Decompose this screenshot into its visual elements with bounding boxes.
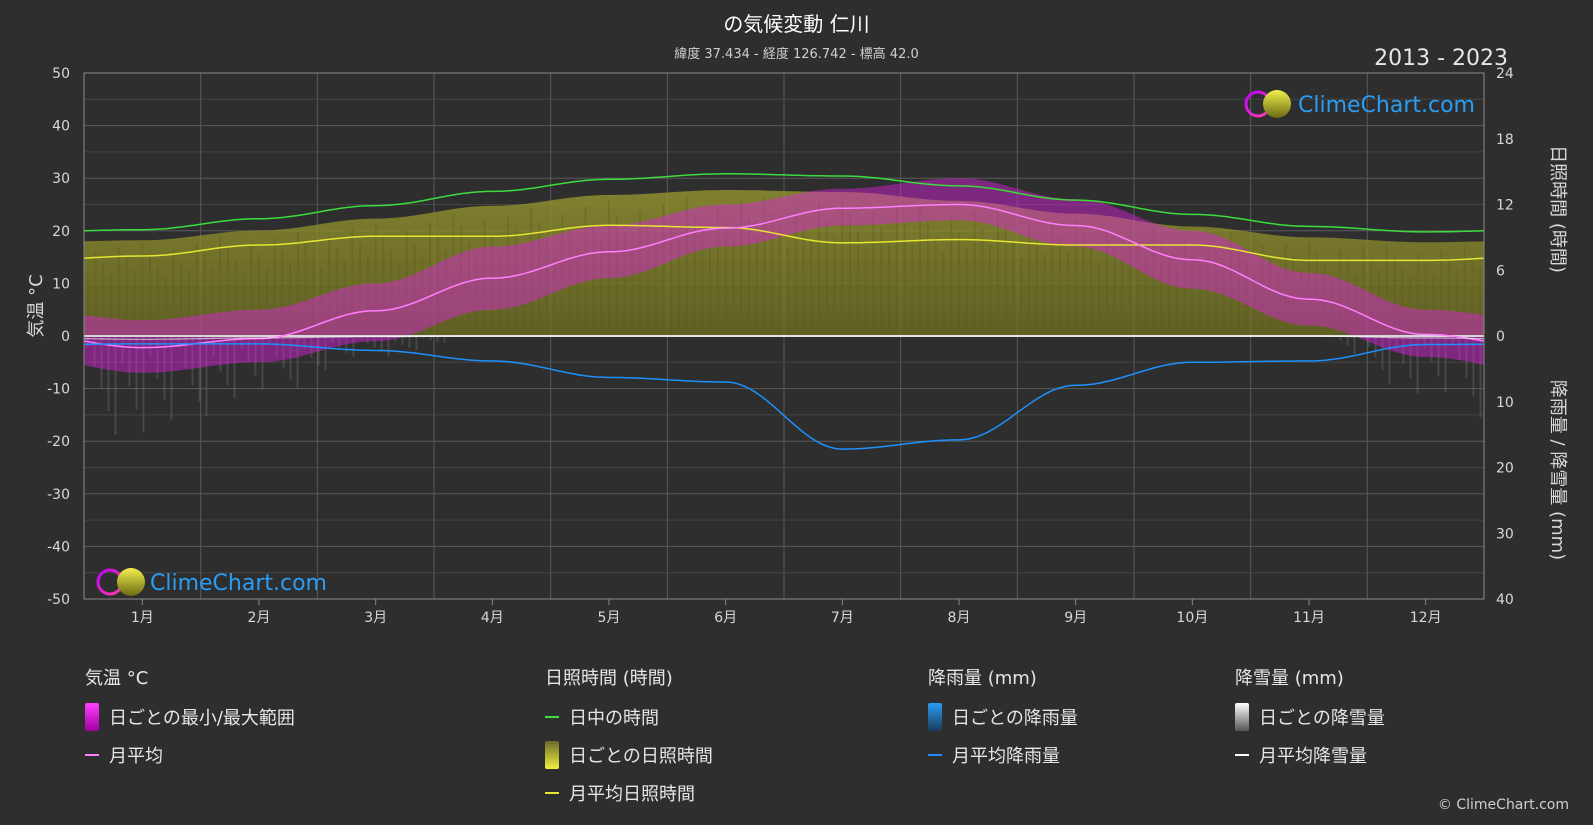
legend-snow: 降雪量 (mm) 日ごとの降雪量 月平均降雪量 — [1235, 664, 1385, 780]
right-bottom-tick-label: 20 — [1496, 461, 1514, 477]
sunshine-avg-swatch — [545, 792, 559, 794]
rain-swatch — [928, 703, 942, 731]
legend-temp-avg-label: 月平均 — [109, 746, 163, 767]
left-tick-label: 50 — [52, 66, 70, 82]
legend-sun-heading: 日照時間 (時間) — [545, 668, 673, 689]
temp-avg-swatch — [85, 754, 99, 756]
legend-rain: 降雨量 (mm) 日ごとの降雨量 月平均降雨量 — [928, 664, 1078, 780]
left-tick-label: 20 — [52, 224, 70, 240]
snow-swatch — [1235, 703, 1249, 731]
daylight-swatch — [545, 716, 559, 718]
right-top-tick-label: 24 — [1496, 66, 1514, 82]
temperature-layer — [84, 178, 1484, 373]
daylight-line — [83, 173, 1485, 233]
chart-title: の気候変動 仁川 — [723, 12, 870, 36]
rain-avg-line — [84, 343, 1485, 450]
plot-frame — [83, 72, 1485, 600]
legend-temp-avg: 月平均 — [85, 742, 295, 768]
month-label: 2月 — [248, 610, 271, 626]
legend-rain-daily-label: 日ごとの降雨量 — [952, 708, 1078, 729]
right-axis-label-bottom: 降雨量 / 降雪量 (mm) — [1547, 380, 1568, 560]
legend-sun-daily-label: 日ごとの日照時間 — [569, 746, 713, 767]
legend-temperature: 気温 °C 日ごとの最小/最大範囲 月平均 — [85, 664, 295, 780]
left-tick-label: 40 — [52, 119, 70, 135]
legend-rain-daily: 日ごとの降雨量 — [928, 703, 1078, 731]
month-label: 6月 — [714, 610, 737, 626]
right-top-tick-label: 12 — [1496, 198, 1514, 214]
month-label: 11月 — [1293, 610, 1325, 626]
legend-temp-range-label: 日ごとの最小/最大範囲 — [109, 708, 295, 729]
left-tick-label: -30 — [47, 487, 70, 503]
rain-avg-swatch — [928, 754, 942, 756]
month-label: 1月 — [131, 610, 154, 626]
legend-snow-daily: 日ごとの降雪量 — [1235, 703, 1385, 731]
legend-sun-daylight-label: 日中の時間 — [569, 708, 659, 729]
legend-sun-daily: 日ごとの日照時間 — [545, 741, 713, 769]
legend-sunshine: 日照時間 (時間) 日中の時間 日ごとの日照時間 月平均日照時間 — [545, 664, 713, 818]
right-axis-label-top: 日照時間 (時間) — [1547, 145, 1568, 273]
legend-sun-avg-label: 月平均日照時間 — [569, 784, 695, 805]
month-label: 7月 — [831, 610, 854, 626]
left-tick-label: 30 — [52, 171, 70, 187]
month-label: 9月 — [1064, 610, 1087, 626]
month-label: 5月 — [598, 610, 621, 626]
legend-temp-heading: 気温 °C — [85, 668, 149, 689]
legend-snow-heading: 降雪量 (mm) — [1235, 668, 1344, 689]
right-bottom-tick-label: 40 — [1496, 592, 1514, 608]
right-bottom-tick-label: 10 — [1496, 395, 1514, 411]
sunshine-avg-line — [83, 224, 1485, 262]
left-tick-label: -50 — [47, 592, 70, 608]
left-axis-label: 気温 °C — [26, 274, 47, 337]
legend-snow-avg: 月平均降雪量 — [1235, 742, 1385, 768]
month-label: 8月 — [948, 610, 971, 626]
month-label: 4月 — [481, 610, 504, 626]
temp-range-band — [84, 178, 1484, 373]
logo-text-top: ClimeChart.com — [1298, 93, 1475, 118]
left-tick-label: -10 — [47, 382, 70, 398]
series-lines — [83, 173, 1485, 450]
month-label: 10月 — [1176, 610, 1208, 626]
legend-snow-avg-label: 月平均降雪量 — [1259, 746, 1367, 767]
logo-text-bottom: ClimeChart.com — [150, 571, 327, 596]
snow-avg-swatch — [1235, 754, 1249, 756]
daily-sunshine-area — [84, 190, 1484, 336]
right-top-tick-label: 18 — [1496, 132, 1514, 148]
axes: 50 40 30 20 10 0 -10 -20 -30 -40 -50 24 18 12 6 0 10 20 30… — [47, 66, 1514, 626]
left-tick-label: -40 — [47, 539, 70, 555]
left-tick-label: 0 — [61, 329, 70, 345]
right-bottom-tick-label: 30 — [1496, 526, 1514, 542]
legend-snow-daily-label: 日ごとの降雪量 — [1259, 708, 1385, 729]
right-top-tick-label: 0 — [1496, 329, 1505, 345]
legend-sun-daylight: 日中の時間 — [545, 704, 713, 730]
temp-avg-line — [83, 203, 1485, 349]
year-range: 2013 - 2023 — [1374, 46, 1508, 71]
left-tick-label: -20 — [47, 434, 70, 450]
logo-sun-icon — [117, 568, 145, 596]
snow-avg-line — [83, 335, 1485, 340]
sunshine-swatch — [545, 741, 559, 769]
legend-rain-avg: 月平均降雨量 — [928, 742, 1078, 768]
legend-sun-avg: 月平均日照時間 — [545, 780, 713, 806]
month-label: 3月 — [364, 610, 387, 626]
left-tick-label: 10 — [52, 276, 70, 292]
temp-range-swatch — [85, 703, 99, 731]
climate-chart: 50 40 30 20 10 0 -10 -20 -30 -40 -50 24 18 12 6 0 10 20 30… — [26, 66, 1568, 626]
month-label: 12月 — [1410, 610, 1442, 626]
legend-rain-avg-label: 月平均降雨量 — [952, 746, 1060, 767]
logo-top: ClimeChart.com — [1244, 90, 1475, 118]
chart-subtitle: 緯度 37.434 - 経度 126.742 - 標高 42.0 — [674, 47, 919, 62]
legend-rain-heading: 降雨量 (mm) — [928, 668, 1037, 689]
copyright: © ClimeChart.com — [1437, 797, 1569, 813]
logo-sun-icon — [1263, 90, 1291, 118]
logo-bottom: ClimeChart.com — [96, 568, 327, 596]
sunshine-layer — [84, 190, 1484, 336]
right-top-tick-label: 6 — [1496, 263, 1505, 279]
legend-temp-range: 日ごとの最小/最大範囲 — [85, 703, 295, 731]
